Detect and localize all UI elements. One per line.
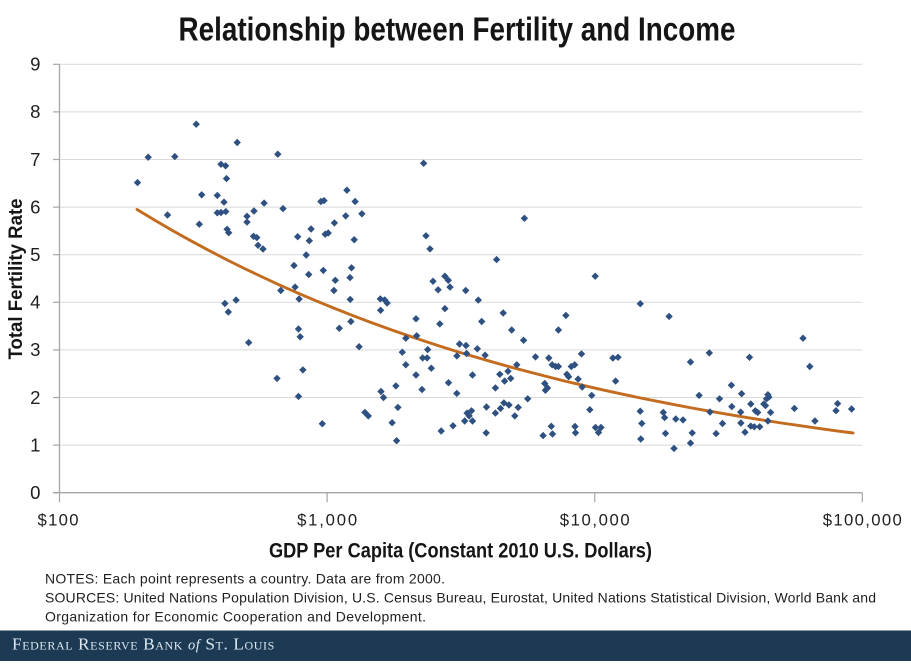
svg-text:SOURCES: United Nations Popula: SOURCES: United Nations Population Divis… (45, 590, 876, 606)
svg-text:8: 8 (30, 101, 40, 122)
svg-text:9: 9 (30, 54, 40, 75)
svg-text:6: 6 (30, 196, 40, 217)
svg-text:Relationship between Fertility: Relationship between Fertility and Incom… (179, 10, 736, 47)
svg-text:$100,000: $100,000 (823, 511, 902, 530)
svg-text:Total Fertility Rate: Total Fertility Rate (5, 198, 27, 359)
svg-text:3: 3 (30, 339, 40, 360)
svg-text:GDP Per Capita (Constant 2010: GDP Per Capita (Constant 2010 U.S. Dolla… (269, 538, 652, 562)
svg-text:0: 0 (30, 482, 40, 503)
svg-text:$1,000: $1,000 (297, 511, 357, 530)
svg-text:Federal Reserve Bank of St. Lo: Federal Reserve Bank of St. Louis (12, 635, 275, 654)
svg-text:5: 5 (30, 244, 40, 265)
svg-text:1: 1 (30, 434, 40, 455)
svg-text:7: 7 (30, 149, 40, 170)
svg-text:4: 4 (30, 292, 40, 313)
svg-text:$100: $100 (38, 511, 79, 530)
svg-text:2: 2 (30, 387, 40, 408)
svg-text:NOTES: Each point represents a: NOTES: Each point represents a country. … (45, 570, 445, 586)
svg-text:Organization for Economic Coop: Organization for Economic Cooperation an… (45, 609, 426, 625)
svg-text:$10,000: $10,000 (560, 511, 630, 530)
